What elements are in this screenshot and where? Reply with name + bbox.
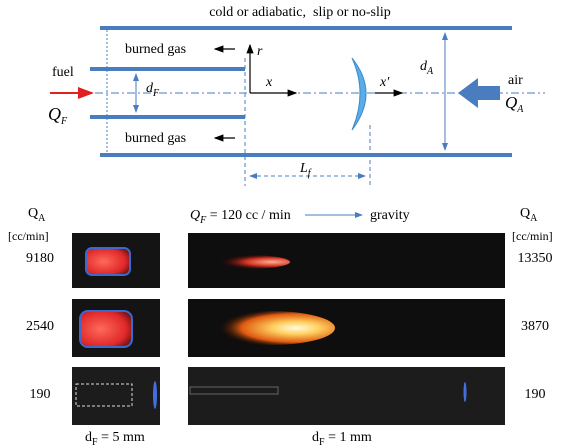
text-part: d [85, 430, 92, 445]
text-part: = 120 cc / min [206, 208, 291, 223]
fuel-label: fuel [52, 65, 74, 80]
r-label: r [257, 44, 263, 59]
text-part: Q [28, 206, 38, 221]
photo [188, 367, 505, 425]
text-part: F [152, 88, 160, 99]
burned-gas-label: burned gas [125, 42, 186, 57]
text-part: Q [190, 208, 200, 223]
flow-value: 190 [525, 387, 546, 402]
air-flow: QA [505, 93, 524, 115]
text-part: A [530, 213, 538, 224]
x-label: x [265, 75, 273, 90]
right-unit: [cc/min] [512, 229, 553, 243]
flame-image [153, 381, 157, 409]
flame [352, 58, 366, 130]
flame-image [86, 248, 130, 275]
fuel-flow-header: QF = 120 cc / min [190, 208, 291, 226]
text-part: A [38, 213, 46, 224]
text-part: F [60, 116, 68, 127]
text-part: = 1 mm [325, 430, 372, 445]
flow-value: 9180 [26, 251, 54, 266]
flow-value: 190 [30, 387, 51, 402]
figure: cold or adiabatic, slip or no-slip fuel … [0, 0, 577, 448]
text-part: Q [505, 93, 517, 112]
text-part: L [299, 161, 308, 176]
flame-image [200, 255, 290, 269]
fuel-flow: QF [48, 104, 68, 127]
flame-image [80, 311, 132, 347]
x-prime-label: x′ [379, 75, 390, 90]
text-part: Q [520, 206, 530, 221]
fuel-diameter: dF [146, 81, 160, 99]
left-photos [72, 233, 160, 425]
flow-value: 2540 [26, 319, 54, 334]
air-arrow [458, 78, 500, 108]
photo [72, 367, 160, 425]
left-unit: [cc/min] [8, 229, 49, 243]
flame-image [464, 382, 467, 402]
text-part: A [516, 104, 524, 115]
text-part: f [308, 168, 312, 179]
left-header: QA [28, 206, 46, 224]
gravity-label: gravity [370, 208, 410, 223]
burned-gas-label: burned gas [125, 131, 186, 146]
right-photos [188, 233, 505, 425]
left-caption: dF = 5 mm [85, 430, 145, 448]
flow-value: 13350 [518, 251, 553, 266]
wall-label: cold or adiabatic, slip or no-slip [209, 5, 391, 20]
text-part: = 5 mm [98, 430, 145, 445]
text-part: Q [48, 104, 61, 124]
right-caption: dF = 1 mm [312, 430, 372, 448]
text-part: d [312, 430, 319, 445]
right-header: QA [520, 206, 538, 224]
air-diameter: dA [420, 59, 434, 77]
text-part: A [426, 66, 434, 77]
flame-image [205, 311, 335, 345]
air-label: air [508, 73, 523, 88]
flow-value: 3870 [521, 319, 549, 334]
